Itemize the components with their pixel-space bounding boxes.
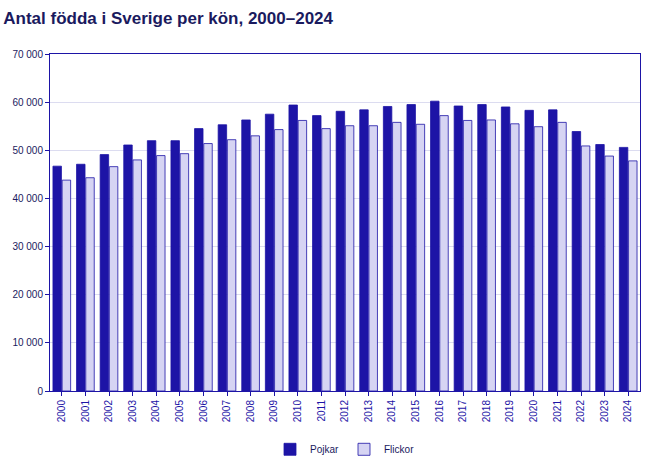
svg-text:20 000: 20 000 <box>12 289 43 300</box>
svg-text:2012: 2012 <box>339 400 350 423</box>
svg-text:2018: 2018 <box>481 400 492 423</box>
svg-text:2021: 2021 <box>552 400 563 423</box>
svg-text:2022: 2022 <box>575 400 586 423</box>
svg-text:2001: 2001 <box>80 400 91 423</box>
svg-text:2006: 2006 <box>198 400 209 423</box>
svg-text:2008: 2008 <box>245 400 256 423</box>
svg-text:2000: 2000 <box>56 400 67 423</box>
svg-text:2011: 2011 <box>316 400 327 422</box>
svg-text:2014: 2014 <box>386 400 397 423</box>
svg-text:70 000: 70 000 <box>12 49 43 60</box>
svg-text:2003: 2003 <box>127 400 138 423</box>
svg-text:2013: 2013 <box>363 400 374 423</box>
svg-text:2015: 2015 <box>410 400 421 423</box>
svg-text:10 000: 10 000 <box>12 337 43 348</box>
svg-text:2005: 2005 <box>174 400 185 423</box>
svg-text:50 000: 50 000 <box>12 145 43 156</box>
svg-text:2019: 2019 <box>504 400 515 423</box>
svg-text:2023: 2023 <box>599 400 610 423</box>
svg-text:2020: 2020 <box>528 400 539 423</box>
svg-text:0: 0 <box>37 386 43 397</box>
svg-text:Pojkar: Pojkar <box>310 444 339 455</box>
svg-text:Antal födda i Sverige per kön,: Antal födda i Sverige per kön, 2000–2024 <box>3 9 333 28</box>
svg-text:60 000: 60 000 <box>12 97 43 108</box>
svg-text:2002: 2002 <box>103 400 114 423</box>
svg-text:40 000: 40 000 <box>12 193 43 204</box>
svg-text:2017: 2017 <box>457 400 468 423</box>
svg-text:2009: 2009 <box>268 400 279 423</box>
svg-text:2010: 2010 <box>292 400 303 423</box>
svg-text:2024: 2024 <box>622 400 633 423</box>
svg-text:30 000: 30 000 <box>12 241 43 252</box>
svg-text:2007: 2007 <box>221 400 232 423</box>
svg-text:2016: 2016 <box>434 400 445 423</box>
svg-text:Flickor: Flickor <box>384 444 414 455</box>
svg-text:2004: 2004 <box>150 400 161 423</box>
